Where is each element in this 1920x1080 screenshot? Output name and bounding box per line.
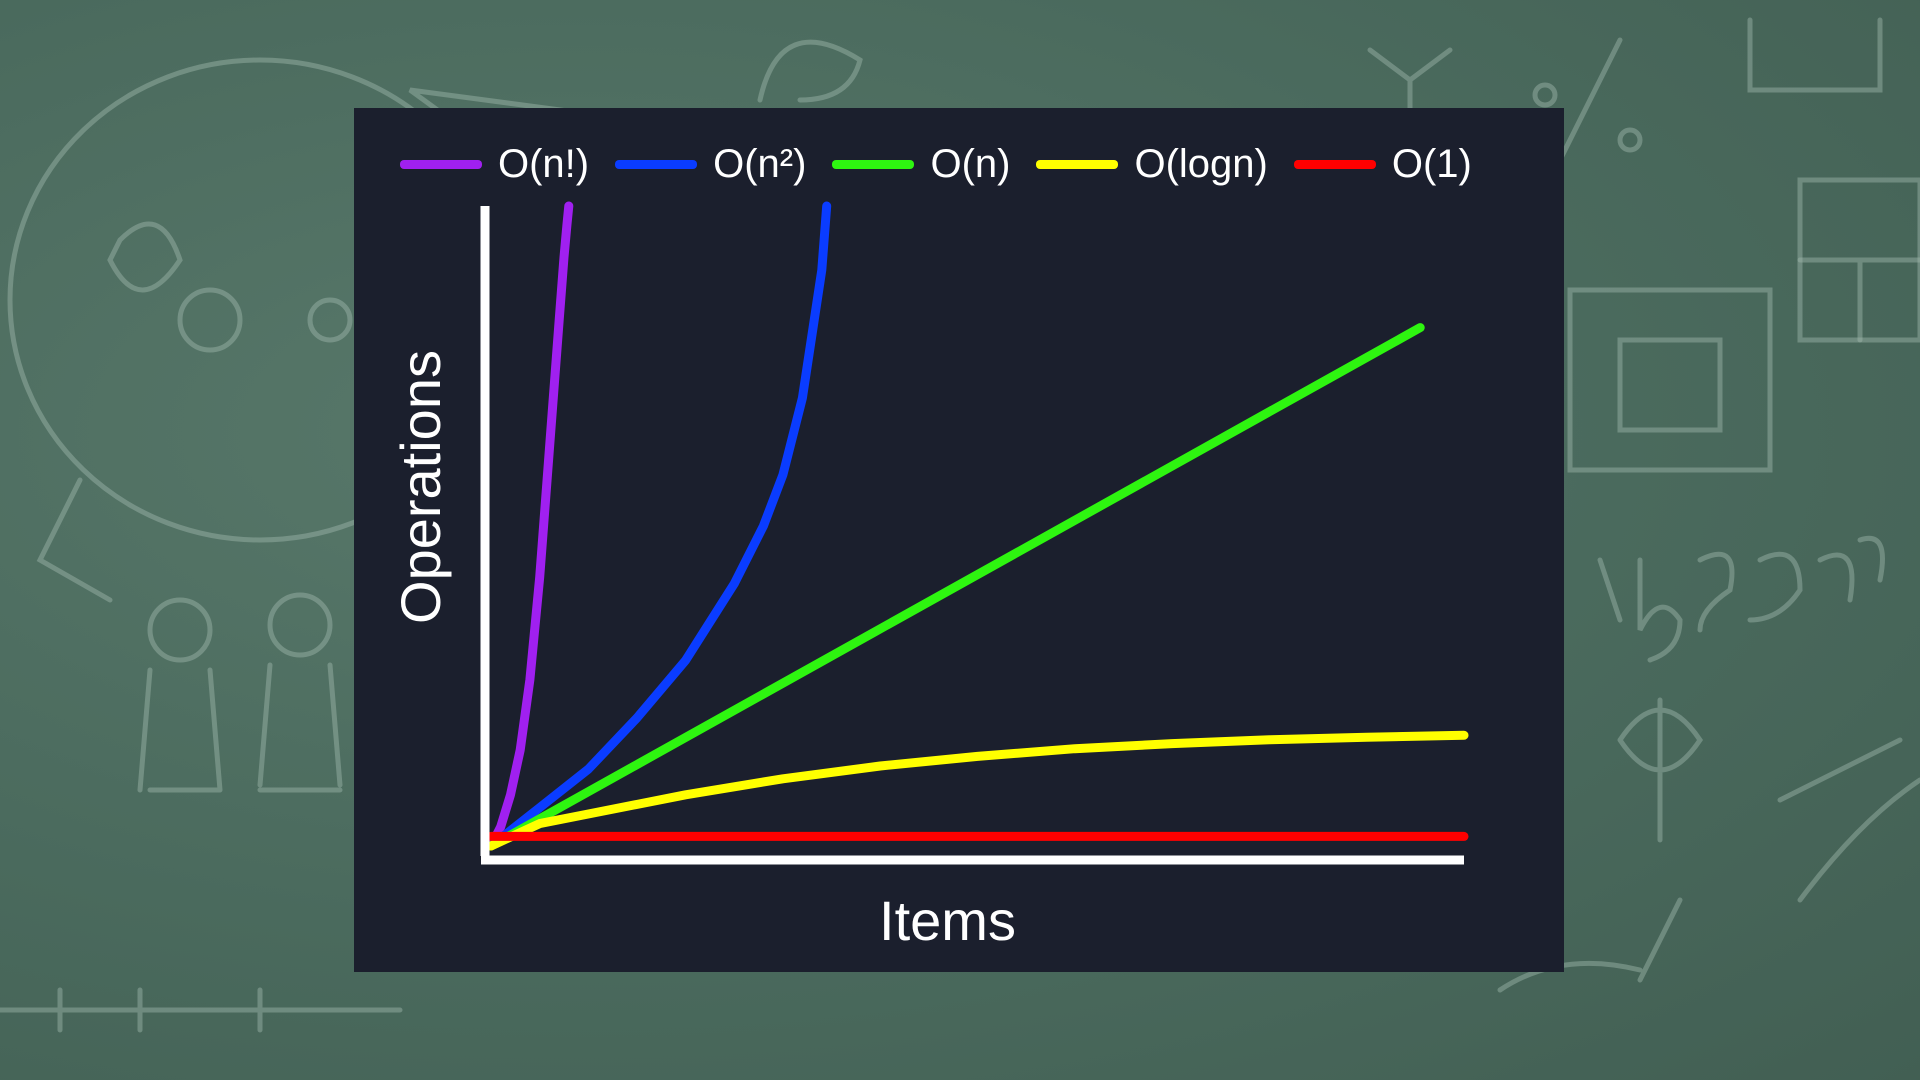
- legend-item: O(n): [832, 144, 1010, 184]
- series-line: [486, 323, 1425, 851]
- legend-item: O(n²): [615, 144, 806, 184]
- legend-swatch: [832, 159, 915, 169]
- legend-item: O(1): [1293, 142, 1472, 186]
- legend-swatch: [1293, 159, 1376, 169]
- legend-swatch: [1036, 159, 1119, 169]
- legend-swatch: [615, 159, 698, 169]
- legend-label: O(logn): [1134, 142, 1268, 186]
- chart-plot: Items Operations: [389, 201, 1469, 952]
- y-axis-title: Operations: [389, 350, 452, 624]
- chart-panel: O(n!) O(n²) O(n) O(logn) O(1) Items Operation…: [354, 108, 1564, 972]
- series-line: [486, 730, 1469, 851]
- series-line: [486, 201, 832, 851]
- chart-legend: O(n!) O(n²) O(n) O(logn) O(1): [400, 132, 1472, 196]
- legend-swatch: [400, 159, 482, 169]
- legend-label: O(n): [930, 142, 1011, 186]
- x-axis-title: Items: [879, 889, 1016, 952]
- legend-item: O(logn): [1036, 142, 1268, 186]
- legend-label: O(n!): [498, 142, 590, 186]
- legend-label: O(1): [1391, 142, 1472, 186]
- legend-label: O(n²): [713, 142, 807, 186]
- series-line: [486, 201, 574, 851]
- legend-item: O(n!): [400, 144, 589, 184]
